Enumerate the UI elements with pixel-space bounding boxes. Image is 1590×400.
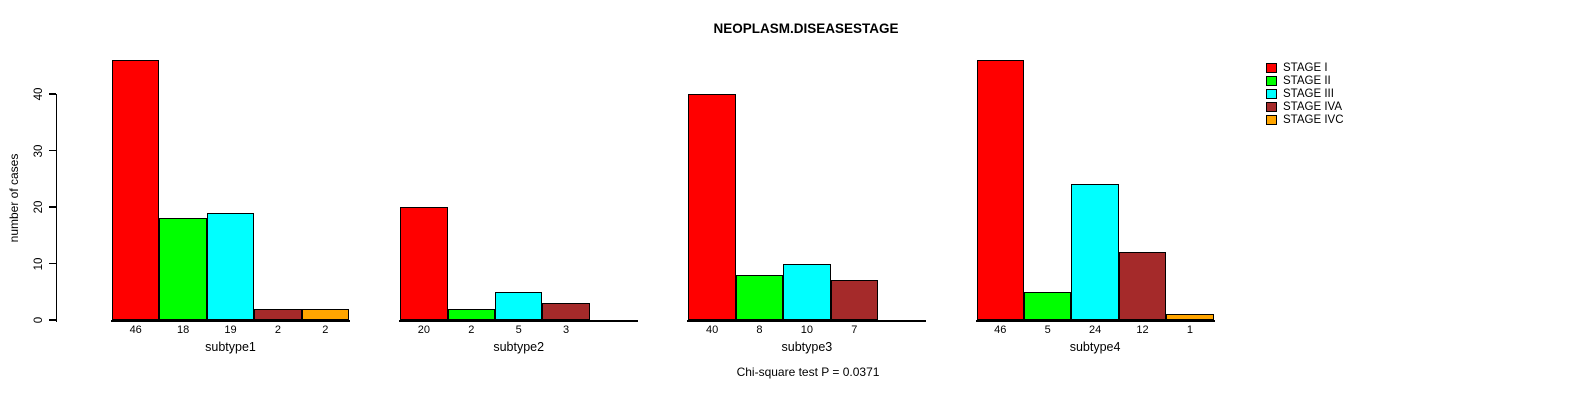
- bar-value-label: 3: [563, 324, 570, 336]
- bar-value-label: 8: [756, 324, 763, 336]
- legend-swatch-stage-ii: [1266, 76, 1277, 87]
- legend-label: STAGE III: [1283, 88, 1334, 101]
- bar-value-label: 46: [129, 324, 142, 336]
- bar-subtype1-stage-iii: [206, 212, 255, 320]
- y-axis-label: number of cases: [7, 153, 21, 243]
- bar-value-label: 20: [417, 324, 430, 336]
- category-label-subtype1: subtype1: [205, 340, 256, 354]
- bar-value-label: 1: [1186, 324, 1193, 336]
- bar-subtype2-stage-ii: [447, 308, 495, 320]
- bar-value-label: 5: [515, 324, 522, 336]
- y-axis-tick: [49, 206, 56, 208]
- y-axis-tick-label: 0: [33, 316, 45, 324]
- chi-square-annotation: Chi-square test P = 0.0371: [736, 365, 880, 379]
- bar-subtype4-stage-iva: [1118, 252, 1167, 320]
- bar-value-label: 12: [1136, 324, 1149, 336]
- bar-value-label: 10: [800, 324, 813, 336]
- legend-entry: STAGE IVA: [1266, 101, 1344, 114]
- y-axis-tick: [49, 93, 56, 95]
- bar-subtype3-stage-ii: [735, 274, 784, 320]
- bar-subtype1-stage-ii: [159, 218, 207, 320]
- x-axis-baseline: [399, 320, 639, 322]
- bar-subtype1-stage-ivc: [301, 308, 349, 320]
- bar-value-label: 2: [468, 324, 475, 336]
- category-label-subtype3: subtype3: [781, 340, 833, 354]
- y-axis-tick-label: 40: [33, 87, 45, 101]
- x-axis-baseline: [111, 320, 350, 322]
- legend-label: STAGE II: [1283, 75, 1331, 88]
- legend-entry: STAGE I: [1266, 62, 1344, 75]
- bar-subtype3-stage-iva: [830, 280, 878, 320]
- category-label-subtype4: subtype4: [1069, 340, 1121, 354]
- bar-subtype4-stage-iii: [1071, 184, 1119, 320]
- legend-entry: STAGE II: [1266, 75, 1344, 88]
- category-label-subtype2: subtype2: [493, 340, 545, 354]
- bar-subtype3-stage-i: [688, 94, 736, 320]
- legend: STAGE I STAGE II STAGE III STAGE IVA STAGE I…: [1266, 62, 1344, 126]
- y-axis-tick: [49, 319, 56, 321]
- bar-value-label: 2: [274, 324, 281, 336]
- y-axis-tick: [49, 262, 56, 265]
- bar-value-label: 19: [224, 324, 237, 336]
- y-axis-tick-label: 30: [33, 144, 45, 157]
- legend-label: STAGE IVA: [1283, 101, 1343, 114]
- bar-subtype2-stage-iva: [542, 303, 590, 320]
- chart-title: NEOPLASM.DISEASESTAGE: [713, 21, 899, 36]
- bar-value-label: 24: [1088, 324, 1102, 336]
- bar-subtype3-stage-iii: [783, 263, 831, 320]
- legend-swatch-stage-iva: [1266, 102, 1277, 113]
- bar-subtype4-stage-ivc: [1166, 314, 1214, 320]
- x-axis-baseline: [687, 320, 927, 322]
- bar-subtype1-stage-i: [112, 60, 160, 320]
- y-axis-line: [55, 94, 57, 322]
- bar-value-label: 2: [322, 324, 329, 336]
- legend-swatch-stage-ivc: [1266, 115, 1277, 125]
- bar-subtype4-stage-i: [976, 60, 1024, 320]
- y-axis-tick: [49, 149, 56, 152]
- legend-entry: STAGE III: [1266, 88, 1344, 101]
- legend-label: STAGE IVC: [1283, 114, 1344, 126]
- legend-swatch-stage-i: [1266, 63, 1277, 74]
- bar-value-label: 7: [851, 324, 858, 336]
- legend-swatch-stage-iii: [1266, 89, 1277, 100]
- bar-value-label: 5: [1044, 324, 1051, 336]
- y-axis-tick-label: 10: [33, 257, 45, 270]
- bar-value-label: 18: [176, 324, 190, 336]
- bar-subtype2-stage-i: [400, 207, 448, 320]
- legend-label: STAGE I: [1283, 62, 1328, 75]
- legend-entry: STAGE IVC: [1266, 114, 1344, 127]
- bar-value-label: 46: [994, 324, 1007, 336]
- x-axis-baseline: [975, 320, 1215, 322]
- bar-value-label: 40: [705, 324, 719, 336]
- y-axis-tick-label: 20: [33, 200, 45, 214]
- bar-subtype4-stage-ii: [1024, 291, 1072, 320]
- bar-subtype1-stage-iva: [254, 308, 302, 320]
- bar-subtype2-stage-iii: [495, 291, 543, 320]
